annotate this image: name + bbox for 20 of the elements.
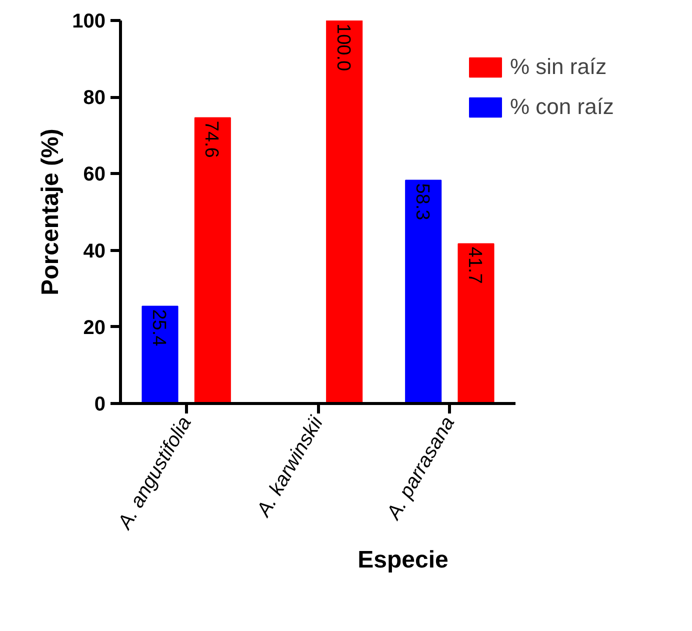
y-tick-label: 0 [94,394,106,416]
bar [194,117,231,404]
legend-label: % con raíz [510,94,614,120]
y-tick-label: 60 [83,164,106,186]
bar [405,180,442,404]
bar [326,20,363,404]
data-label: 74.6 [200,120,222,158]
bar [142,306,178,404]
x-axis-title: Especie [358,546,448,574]
data-label: 58.3 [411,183,432,220]
y-tick-label: 20 [83,316,106,339]
y-tick-label: 100 [72,10,106,32]
bar [458,243,494,404]
data-label: 100.0 [332,24,354,72]
y-tick-label: 80 [83,87,106,110]
y-axis-title: Porcentaje (%) [37,128,64,296]
data-label: 41.7 [464,246,485,284]
legend-label: % sin raíz [510,54,607,80]
data-label: 25.4 [148,309,169,347]
y-tick-label: 40 [83,240,106,262]
